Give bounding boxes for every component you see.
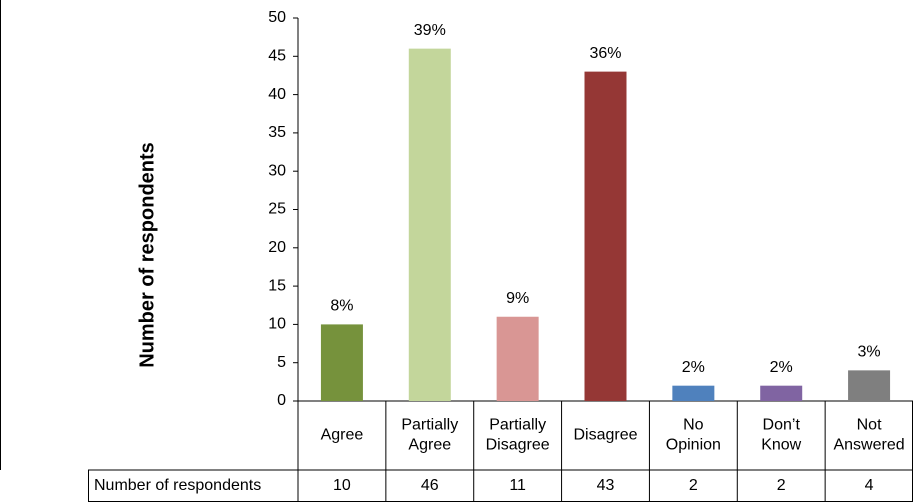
data-label: 3% <box>858 344 881 361</box>
x-tick-label-line: Opinion <box>666 437 721 454</box>
x-tick-label-line: Answered <box>833 437 904 454</box>
x-tick-label: Agree <box>321 427 364 444</box>
x-tick-label-line: Not <box>857 417 882 434</box>
table-row-label: Number of respondents <box>94 477 261 494</box>
table-value: 43 <box>597 477 615 494</box>
bar <box>496 316 539 401</box>
x-tick-label-line: Partially <box>401 417 458 434</box>
table-value: 4 <box>865 477 874 494</box>
table-value: 46 <box>421 477 439 494</box>
x-tick-label-line: Agree <box>408 437 451 454</box>
bar <box>408 48 451 401</box>
y-tick-label: 35 <box>268 124 286 141</box>
y-axis-title: Number of respondents <box>136 142 158 368</box>
x-tick-label-line: Disagree <box>573 427 637 444</box>
y-tick-label: 10 <box>268 316 286 333</box>
x-tick-label-line: Partially <box>489 417 546 434</box>
bar <box>760 385 803 401</box>
x-tick-label: No Opinion <box>666 417 721 454</box>
data-label: 2% <box>770 359 793 376</box>
y-tick-label: 30 <box>268 162 286 179</box>
y-tick-label: 15 <box>268 277 286 294</box>
data-label: 36% <box>589 45 621 62</box>
x-tick-label-line: Don’t <box>763 417 801 434</box>
x-tick-label-line: No <box>683 417 704 434</box>
data-label: 9% <box>506 290 529 307</box>
y-tick-label: 50 <box>268 9 286 26</box>
bar <box>848 370 891 401</box>
bar <box>672 385 715 401</box>
table-value: 11 <box>509 477 526 494</box>
data-label: 2% <box>682 359 705 376</box>
table-value: 2 <box>689 477 698 494</box>
y-tick-label: 5 <box>277 354 286 371</box>
data-label: 8% <box>330 298 353 315</box>
bar <box>584 71 627 402</box>
x-tick-label-line: Agree <box>321 427 364 444</box>
y-tick-label: 25 <box>268 201 286 218</box>
table-value: 10 <box>333 477 351 494</box>
data-label: 39% <box>414 22 446 39</box>
x-tick-label-line: Know <box>761 437 801 454</box>
x-tick-label: Not Answered <box>833 417 904 454</box>
bar <box>320 324 363 401</box>
x-tick-label: Partially Disagree <box>486 417 550 454</box>
x-tick-label: Disagree <box>573 427 637 444</box>
y-tick-label: 45 <box>268 48 286 65</box>
y-tick-label: 20 <box>268 239 286 256</box>
x-tick-label: Don’t Know <box>761 417 801 454</box>
y-tick-label: 0 <box>277 392 286 409</box>
table-value: 2 <box>777 477 786 494</box>
x-tick-label: Partially Agree <box>401 417 458 454</box>
x-tick-label-line: Disagree <box>486 437 550 454</box>
y-tick-label: 40 <box>268 86 286 103</box>
